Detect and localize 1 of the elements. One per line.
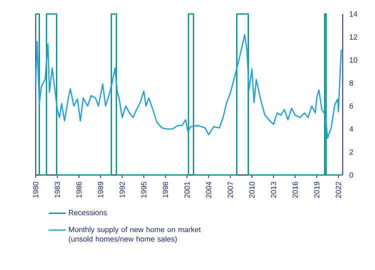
line-series (35, 34, 342, 139)
